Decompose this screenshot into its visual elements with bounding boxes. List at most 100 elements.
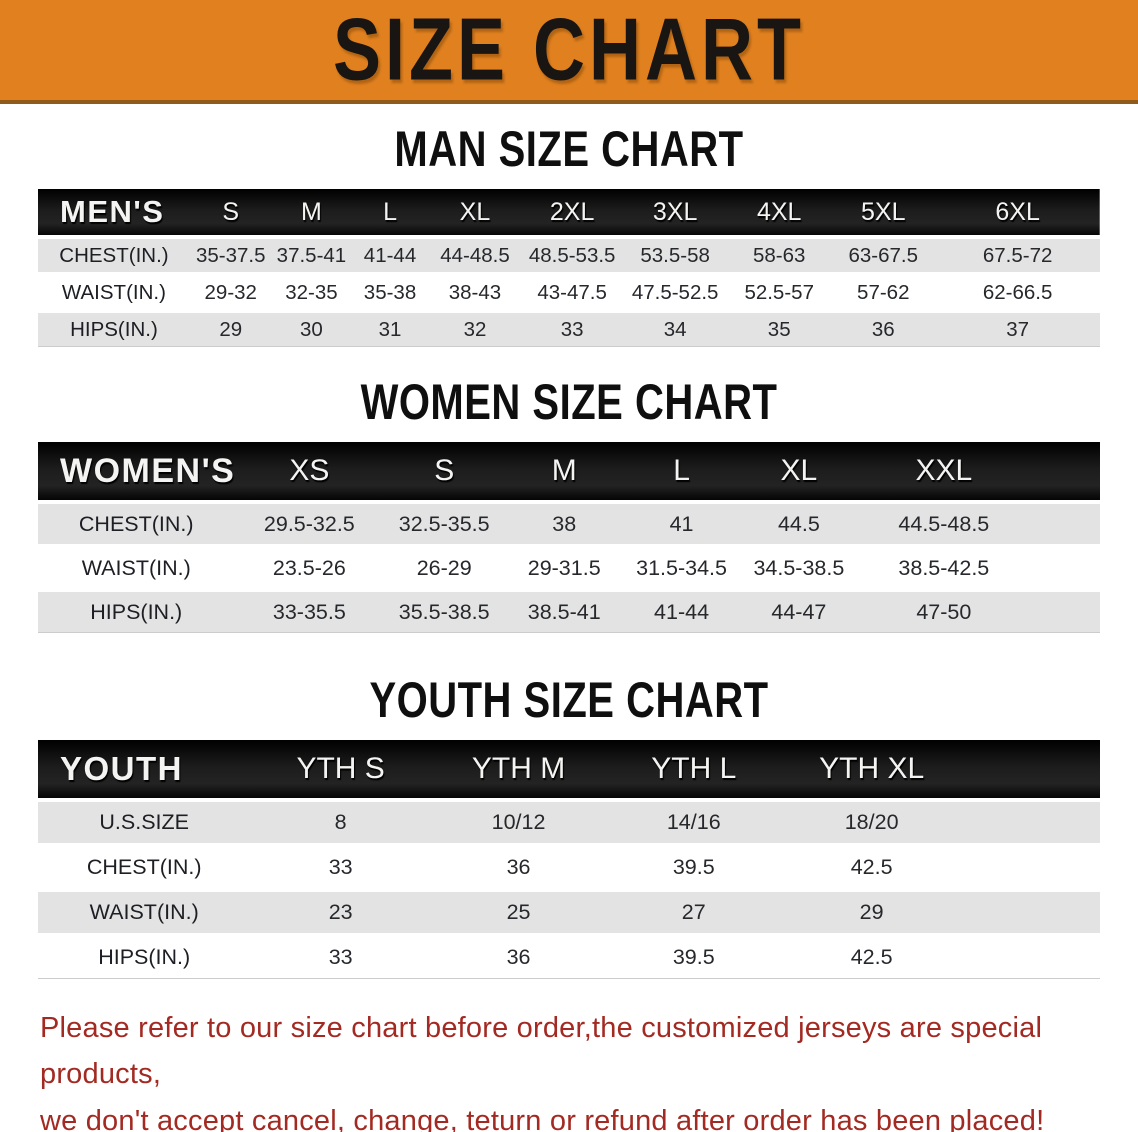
men-hips-row: HIPS(IN.) 29 30 31 32 33 34 35 36 37	[38, 313, 1100, 347]
women-size-header: L	[673, 454, 690, 487]
size-cell: 47-50	[858, 592, 1029, 633]
men-size-header: XL	[459, 197, 491, 226]
men-header-row: MEN'S S M L XL 2XL 3XL 4XL 5XL 6XL	[38, 189, 1100, 235]
cell-spacer	[962, 802, 1100, 843]
size-cell: 41	[669, 511, 694, 536]
women-size-header: XS	[289, 454, 330, 487]
size-cell: 41-44	[624, 592, 739, 633]
women-size-header: S	[434, 454, 455, 487]
men-chest-row: CHEST(IN.) 35-37.5 37.5-41 41-44 44-48.5…	[38, 239, 1100, 272]
men-size-header: 5XL	[861, 197, 906, 226]
size-cell: 38.5-42.5	[898, 555, 990, 580]
size-cell: 48.5-53.5	[528, 243, 616, 267]
size-cell: 36	[831, 313, 936, 347]
row-label: HIPS(IN.)	[38, 592, 235, 633]
men-waist-row: WAIST(IN.) 29-32 32-35 35-38 38-43 43-47…	[38, 276, 1100, 309]
row-label: CHEST(IN.)	[86, 855, 202, 879]
men-table-label: MEN'S	[60, 194, 165, 229]
size-cell: 37	[935, 313, 1100, 347]
youth-section-heading: YOUTH SIZE CHART	[0, 673, 1138, 728]
women-header-row: WOMEN'S XS S M L XL XXL	[38, 442, 1100, 500]
size-cell: 44.5-48.5	[898, 511, 990, 536]
size-cell: 29	[859, 900, 884, 924]
size-cell: 67.5-72	[982, 243, 1053, 267]
row-label: CHEST(IN.)	[59, 243, 169, 267]
cell-spacer	[962, 847, 1100, 888]
size-cell: 31	[351, 313, 429, 347]
size-cell: 26-29	[416, 555, 472, 580]
women-section-heading: WOMEN SIZE CHART	[0, 375, 1138, 430]
size-cell: 41-44	[363, 243, 417, 267]
size-cell: 33-35.5	[234, 592, 385, 633]
size-cell: 18/20	[844, 810, 899, 834]
size-cell: 33	[521, 313, 624, 347]
youth-table-label: YOUTH	[60, 750, 183, 787]
women-table-label: WOMEN'S	[60, 451, 236, 490]
women-hips-row: HIPS(IN.) 33-35.5 35.5-38.5 38.5-41 41-4…	[38, 592, 1100, 633]
size-cell: 52.5-57	[744, 280, 814, 304]
cell-spacer	[1028, 592, 1100, 633]
cell-spacer	[1029, 548, 1100, 588]
youth-size-header: YTH XL	[819, 752, 925, 785]
youth-size-header: YTH S	[296, 752, 385, 785]
women-size-header: XXL	[915, 454, 973, 487]
men-size-header: 2XL	[549, 197, 595, 226]
youth-hips-row: HIPS(IN.) 33 36 39.5 42.5	[38, 937, 1100, 979]
women-section-heading-text: WOMEN SIZE CHART	[360, 375, 778, 431]
size-cell: 39.5	[672, 855, 715, 879]
size-cell: 29	[189, 313, 272, 347]
size-cell: 31.5-34.5	[636, 555, 727, 580]
row-label: WAIST(IN.)	[81, 555, 191, 580]
size-cell: 14/16	[666, 810, 721, 834]
header-spacer	[1029, 442, 1100, 500]
men-size-header: 3XL	[652, 197, 698, 226]
men-size-header: M	[301, 197, 322, 226]
women-waist-row: WAIST(IN.) 23.5-26 26-29 29-31.5 31.5-34…	[38, 548, 1100, 588]
men-size-header: 4XL	[756, 197, 802, 226]
size-cell: 32	[428, 313, 522, 347]
size-cell: 39.5	[606, 937, 782, 979]
size-cell: 36	[506, 855, 531, 879]
size-cell: 35.5-38.5	[384, 592, 505, 633]
size-chart-banner: SIZE CHART	[0, 0, 1138, 104]
size-cell: 10/12	[491, 810, 546, 834]
size-cell: 32.5-35.5	[398, 511, 490, 536]
cell-spacer	[962, 892, 1100, 933]
men-section-heading: MAN SIZE CHART	[0, 122, 1138, 177]
size-cell: 29.5-32.5	[263, 511, 355, 536]
size-cell: 53.5-58	[640, 243, 710, 267]
youth-chest-row: CHEST(IN.) 33 36 39.5 42.5	[38, 847, 1100, 888]
youth-waist-row: WAIST(IN.) 23 25 27 29	[38, 892, 1100, 933]
size-cell: 47.5-52.5	[631, 280, 719, 304]
size-cell: 29-31.5	[527, 555, 601, 580]
size-cell: 63-67.5	[848, 243, 919, 267]
youth-section-heading-text: YOUTH SIZE CHART	[369, 673, 769, 729]
header-spacer	[962, 740, 1100, 798]
youth-size-header: YTH L	[651, 752, 737, 785]
size-cell: 38	[552, 511, 577, 536]
size-cell: 29-32	[204, 280, 257, 304]
row-label: CHEST(IN.)	[78, 511, 194, 536]
size-cell: 62-66.5	[982, 280, 1053, 304]
cell-spacer	[1029, 504, 1100, 544]
youth-size-table: YOUTH YTH S YTH M YTH L YTH XL U.S.SIZE …	[38, 736, 1100, 983]
size-cell: 27	[681, 900, 706, 924]
banner-title: SIZE CHART	[333, 1, 805, 99]
order-disclaimer-note: Please refer to our size chart before or…	[40, 1005, 1102, 1132]
size-cell: 35-38	[363, 280, 417, 304]
men-section-heading-text: MAN SIZE CHART	[394, 122, 744, 178]
size-cell: 23.5-26	[272, 555, 346, 580]
men-size-header: S	[222, 197, 240, 226]
women-size-header: XL	[780, 454, 818, 487]
men-size-header: 6XL	[995, 197, 1040, 226]
youth-ussize-row: U.S.SIZE 8 10/12 14/16 18/20	[38, 802, 1100, 843]
size-cell: 8	[334, 810, 347, 834]
size-cell: 30	[271, 313, 352, 347]
row-label: WAIST(IN.)	[89, 900, 199, 924]
size-cell: 58-63	[752, 243, 806, 267]
size-cell: 44.5	[777, 511, 820, 536]
size-cell: 23	[328, 900, 353, 924]
size-cell: 34	[623, 313, 728, 347]
cell-spacer	[961, 937, 1100, 979]
size-cell: 34.5-38.5	[753, 555, 845, 580]
